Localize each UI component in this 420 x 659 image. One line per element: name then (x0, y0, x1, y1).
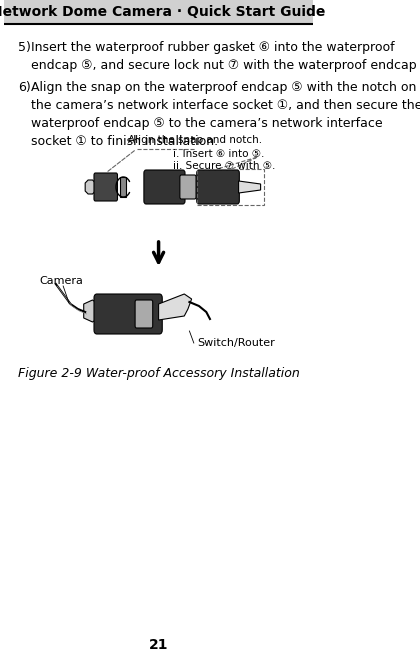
Polygon shape (159, 294, 192, 320)
FancyBboxPatch shape (197, 170, 239, 204)
Text: 21: 21 (149, 638, 168, 652)
FancyBboxPatch shape (94, 294, 162, 334)
Text: Network Dome Camera · Quick Start Guide: Network Dome Camera · Quick Start Guide (0, 5, 326, 19)
Text: Camera: Camera (39, 276, 84, 286)
Text: 5): 5) (18, 41, 31, 54)
FancyBboxPatch shape (144, 170, 185, 204)
Text: ii. Secure ⑦ with ⑤.: ii. Secure ⑦ with ⑤. (173, 161, 276, 171)
Text: Insert the waterproof rubber gasket ⑥ into the waterproof
endcap ⑤, and secure l: Insert the waterproof rubber gasket ⑥ in… (31, 41, 420, 72)
Polygon shape (84, 300, 98, 322)
Text: i. Insert ⑥ into ⑤.: i. Insert ⑥ into ⑤. (173, 149, 265, 159)
Text: Figure 2-9 Water-proof Accessory Installation: Figure 2-9 Water-proof Accessory Install… (18, 368, 299, 380)
Polygon shape (121, 177, 126, 197)
FancyBboxPatch shape (94, 173, 118, 201)
Text: 6): 6) (18, 81, 30, 94)
Text: Align the snap on the waterproof endcap ⑤ with the notch on
the camera’s network: Align the snap on the waterproof endcap … (31, 81, 420, 148)
Text: Align the snap and notch.: Align the snap and notch. (128, 135, 262, 145)
FancyBboxPatch shape (180, 175, 196, 199)
FancyBboxPatch shape (135, 300, 153, 328)
FancyBboxPatch shape (5, 0, 313, 24)
Polygon shape (239, 181, 260, 193)
Polygon shape (85, 180, 95, 194)
Text: Switch/Router: Switch/Router (197, 338, 275, 348)
